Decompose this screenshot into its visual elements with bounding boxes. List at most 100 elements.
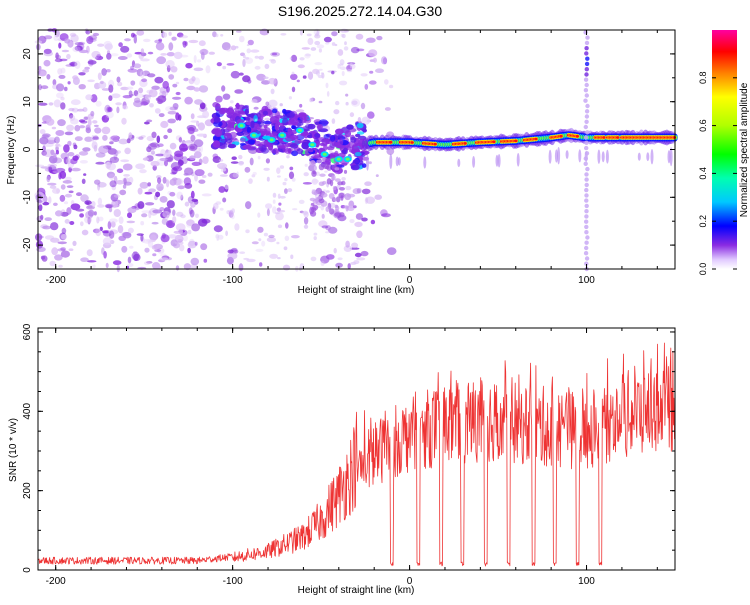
spectrogram-noise-cell xyxy=(304,163,308,167)
spectrogram-band-streak xyxy=(650,149,654,165)
spectrogram-noise-cell xyxy=(173,153,184,161)
spectrogram-noise-cell xyxy=(155,42,165,51)
spectrogram-noise-cell xyxy=(139,70,145,79)
spectrogram-noise-cell xyxy=(325,82,329,89)
spectrogram-noise-cell xyxy=(283,246,288,251)
spectrogram-noise-cell xyxy=(127,68,138,73)
spectrogram-noise-cell xyxy=(58,172,62,180)
spectrogram-noise-cell xyxy=(266,208,270,217)
spectrogram-noise-cell xyxy=(276,241,280,245)
spectrogram-noise-cell xyxy=(102,230,110,234)
spectrogram-noise-cell xyxy=(47,163,58,168)
spectrogram-signal-cell xyxy=(332,186,337,191)
spectrogram-noise-cell xyxy=(365,196,376,204)
spectrogram-noise-cell xyxy=(139,169,147,174)
spectrogram-noise-cell xyxy=(172,96,182,100)
spectrogram-band-hot xyxy=(492,140,496,144)
spectrogram-signal-cell xyxy=(318,198,325,204)
spectrogram-noise-cell xyxy=(95,100,102,107)
spectrogram-noise-cell xyxy=(369,70,374,74)
spectrogram-noise-cell xyxy=(163,134,168,140)
spectrogram-noise-cell xyxy=(91,50,101,59)
spectrogram-noise-cell xyxy=(198,158,203,166)
spectrogram-noise-cell xyxy=(307,37,314,46)
spectrogram-band-streak xyxy=(395,156,399,167)
spectrogram-noise-cell xyxy=(169,142,177,150)
spectrogram-noise-cell xyxy=(292,235,298,239)
spectrogram-noise-cell xyxy=(150,160,160,167)
spectrogram-noise-cell xyxy=(113,194,120,198)
spectrogram-interference-cell xyxy=(583,135,589,140)
spectrogram-noise-cell xyxy=(253,106,259,110)
spectrogram-noise-cell xyxy=(40,85,49,90)
spectrogram-signal-peak xyxy=(269,138,274,142)
spectrogram-noise-cell xyxy=(194,169,205,177)
spectrogram-noise-cell xyxy=(127,227,134,234)
spectrogram-noise-cell xyxy=(155,191,161,198)
spectrogram-noise-cell xyxy=(95,161,105,165)
spectrogram-signal-cell xyxy=(253,115,258,123)
spectrogram-signal-cell xyxy=(214,129,223,137)
spectrogram-noise-cell xyxy=(351,242,359,249)
spectrogram-noise-cell xyxy=(58,74,66,79)
spectrogram-noise-cell xyxy=(95,152,106,158)
spectrogram-noise-cell xyxy=(222,65,227,70)
spectrogram-band-streak xyxy=(548,149,552,164)
spectrogram-noise-cell xyxy=(73,144,78,150)
spectrogram-noise-cell xyxy=(188,207,193,215)
spectrogram-noise-cell xyxy=(341,177,346,181)
spectrogram-noise-cell xyxy=(154,76,164,84)
spectrogram-noise-cell xyxy=(64,193,73,198)
spectrogram-noise-cell xyxy=(120,45,130,53)
spectrogram-band-hot xyxy=(602,136,606,139)
spectrogram-noise-cell xyxy=(323,36,332,43)
spectrogram-noise-cell xyxy=(279,195,286,199)
spectrogram-noise-cell xyxy=(187,247,191,254)
spectrogram-noise-cell xyxy=(159,196,168,203)
spectrogram-signal-cell xyxy=(218,107,226,115)
spectrogram-interference-cell xyxy=(584,67,589,72)
spectrogram-noise-cell xyxy=(244,56,250,60)
spectrogram-noise-cell xyxy=(42,201,50,206)
spectrogram-noise-cell xyxy=(166,65,171,73)
spectrogram-noise-cell xyxy=(303,172,309,177)
spectrogram-noise-cell xyxy=(261,240,266,247)
spectrogram-noise-cell xyxy=(212,31,217,38)
spectrogram-noise-cell xyxy=(345,185,352,191)
spectrogram-noise-cell xyxy=(272,199,276,204)
spectrogram-noise-cell xyxy=(200,51,205,60)
spectrogram-noise-cell xyxy=(79,213,84,218)
spectrogram-noise-cell xyxy=(111,93,121,99)
spectrogram-noise-cell xyxy=(46,175,51,183)
spectrogram-noise-cell xyxy=(38,102,48,106)
spectrogram-noise-cell xyxy=(355,33,364,40)
spectrogram-noise-cell xyxy=(196,133,207,137)
spectrogram-noise-cell xyxy=(71,167,81,172)
spectrogram-noise-cell xyxy=(72,240,77,246)
spectrogram-signal-cell xyxy=(312,171,316,175)
spectrogram-noise-cell xyxy=(288,171,295,180)
spectrogram-noise-cell xyxy=(256,73,266,81)
spectrogram-signal-cell xyxy=(314,133,321,138)
spectrogram-noise-cell xyxy=(367,111,375,119)
spectrogram-band-streak xyxy=(554,149,558,163)
spectrogram-noise-cell xyxy=(144,191,153,195)
spectrogram-noise-cell xyxy=(71,107,79,113)
spectrogram-noise-cell xyxy=(61,49,70,53)
spectrogram-noise-cell xyxy=(356,230,363,239)
spectrogram-noise-cell xyxy=(93,211,97,216)
spectrogram-signal-cell xyxy=(296,148,304,155)
spectrogram-noise-cell xyxy=(70,34,79,43)
spectrogram-noise-cell xyxy=(90,110,95,117)
spectrogram-noise-cell xyxy=(126,138,131,144)
spectrogram-noise-cell xyxy=(109,180,117,188)
spectrogram-noise-cell xyxy=(87,216,91,225)
spectrogram-noise-cell xyxy=(142,157,149,161)
spectrogram-noise-cell xyxy=(78,119,86,123)
spectrogram-interference-cell xyxy=(584,256,590,261)
spectrogram-noise-cell xyxy=(286,155,290,159)
spectrogram-noise-cell xyxy=(69,114,76,121)
spectrogram-x-ticks: -200 -100 0 100 xyxy=(46,30,658,286)
spectrogram-signal-cell xyxy=(289,143,299,149)
spectrogram-interference-cell xyxy=(584,261,589,266)
